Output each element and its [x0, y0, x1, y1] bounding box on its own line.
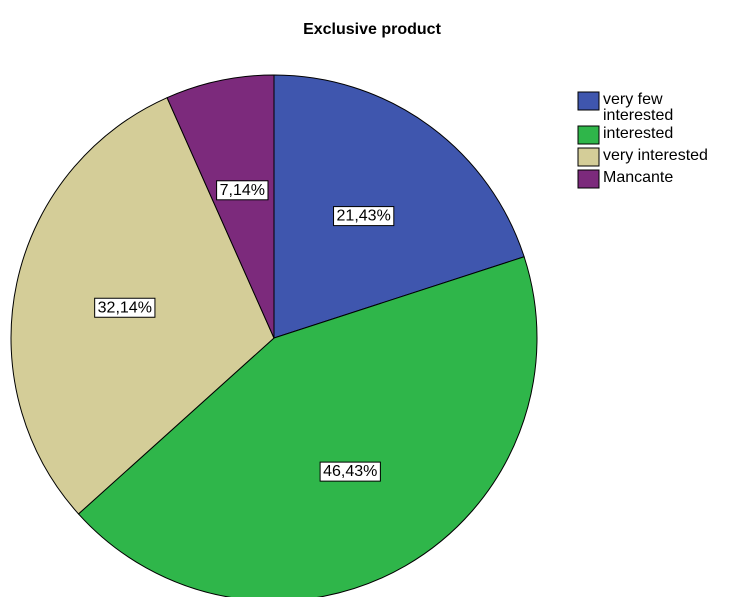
data-label-box [319, 461, 381, 482]
legend-swatch [577, 169, 600, 189]
pie-data-labels: 21,43% 46,43% 32,14% 7,14% [94, 180, 395, 482]
data-label-text: 21,43% [337, 208, 391, 225]
chart-title: Exclusive product [303, 21, 441, 38]
legend-label: very few interested [603, 91, 673, 124]
pie-slice-very-few-interested [273, 74, 525, 339]
legend-item-very-few-interested: very few interested [577, 91, 673, 124]
data-label-interested: 46,43% [319, 461, 381, 482]
data-label-text: 32,14% [98, 299, 152, 316]
data-label-box [94, 297, 156, 318]
legend-label: Mancante [603, 169, 673, 186]
legend-swatch [577, 125, 600, 145]
data-label-very-few-interested: 21,43% [333, 206, 395, 227]
data-label-very-interested: 32,14% [94, 297, 156, 318]
data-label-text: 7,14% [220, 182, 265, 199]
legend-swatch [577, 147, 600, 167]
legend-item-interested: interested [577, 125, 673, 145]
pie-slice-mancante [166, 74, 275, 339]
legend-swatch [577, 91, 600, 111]
data-label-mancante: 7,14% [216, 180, 269, 201]
data-label-text: 46,43% [323, 463, 377, 480]
legend-label: very interested [603, 147, 708, 164]
legend-label: interested [603, 125, 673, 142]
pie-slice-interested [77, 256, 538, 597]
data-label-box [333, 206, 395, 227]
legend-item-mancante: Mancante [577, 169, 673, 189]
pie-slices [10, 74, 538, 597]
legend-item-very-interested: very interested [577, 147, 708, 167]
data-label-box [216, 180, 269, 201]
